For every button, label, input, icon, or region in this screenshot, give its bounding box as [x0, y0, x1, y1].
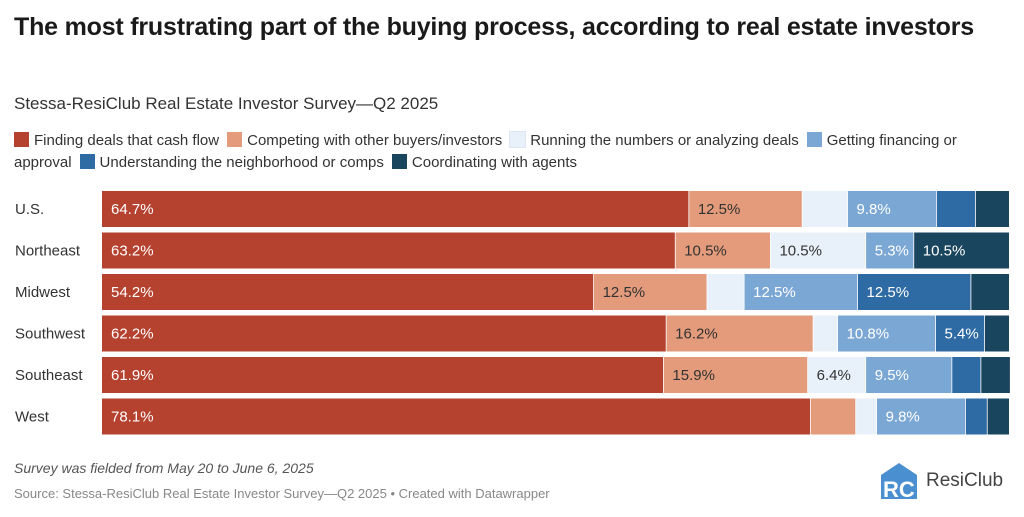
- category-label: Southeast: [15, 367, 83, 384]
- logo-text: ResiClub: [926, 470, 1004, 491]
- bar-segment: [102, 191, 689, 227]
- bar-segment: [810, 398, 856, 435]
- bar-segment: [913, 232, 1009, 269]
- bar-segment: [984, 315, 1009, 352]
- legend-item: Coordinating with agents: [391, 154, 578, 171]
- bar-segment: [970, 274, 1009, 310]
- bar-segment: [102, 274, 594, 310]
- legend: Finding deals that cash flow Competing wi…: [14, 130, 1014, 174]
- legend-item: Finding deals that cash flow: [14, 132, 219, 149]
- legend-label: Finding deals that cash flow: [34, 132, 220, 149]
- data-label: 5.3%: [875, 243, 909, 260]
- legend-item: Running the numbers or analyzing deals: [509, 131, 799, 149]
- bar-segment: [813, 315, 838, 352]
- category-label: Midwest: [15, 284, 71, 301]
- data-label: 12.5%: [867, 284, 910, 301]
- data-label: 12.5%: [753, 284, 796, 301]
- footnote: Survey was fielded from May 20 to June 6…: [14, 460, 314, 476]
- data-label: 78.1%: [111, 409, 154, 426]
- svg-text:RC: RC: [883, 477, 915, 500]
- bar-segment: [847, 191, 937, 227]
- legend-swatch: [391, 154, 407, 169]
- data-label: 16.2%: [675, 326, 718, 343]
- bar-segment: [706, 274, 745, 310]
- bar-segment: [865, 232, 914, 269]
- category-label: Northeast: [15, 243, 81, 260]
- bar-segment: [837, 315, 936, 352]
- legend-swatch: [509, 131, 527, 148]
- bar-segment: [876, 398, 966, 435]
- data-label: 10.5%: [684, 243, 727, 260]
- data-label: 61.9%: [111, 367, 154, 384]
- legend-swatch: [14, 132, 29, 147]
- bar-segment: [593, 274, 707, 310]
- bar-segment: [688, 191, 803, 227]
- data-label: 10.8%: [847, 326, 890, 343]
- bar-segment: [980, 357, 1010, 393]
- data-label: 62.2%: [111, 326, 154, 343]
- data-label: 6.4%: [817, 367, 851, 384]
- bar-segment: [935, 315, 985, 352]
- bar-segment: [102, 398, 811, 435]
- data-label: 10.5%: [779, 243, 822, 260]
- legend-item: Competing with other buyers/investors: [227, 132, 502, 149]
- resiclub-logo: RC ResiClub: [880, 462, 1003, 500]
- bar-segment: [965, 398, 988, 435]
- bar-segment: [855, 398, 877, 435]
- category-label: U.S.: [15, 201, 44, 218]
- bar-segment: [744, 274, 858, 310]
- data-label: 63.2%: [111, 243, 154, 260]
- legend-item: Getting financing or approval: [14, 132, 957, 171]
- category-label: Southwest: [15, 326, 86, 343]
- bar-segment: [663, 357, 808, 393]
- bar-segment: [102, 232, 676, 269]
- resiclub-logo-icon: RC: [881, 463, 917, 500]
- data-label: 12.5%: [698, 201, 741, 218]
- legend-label: Running the numbers or analyzing deals: [530, 132, 799, 149]
- data-label: 10.5%: [923, 243, 966, 260]
- legend-label: Coordinating with agents: [411, 154, 578, 171]
- data-label: 9.8%: [857, 201, 891, 218]
- data-label: 12.5%: [603, 284, 646, 301]
- bar-segment: [802, 191, 848, 227]
- legend-label: Competing with other buyers/investors: [247, 132, 503, 149]
- bar-segment: [865, 357, 952, 393]
- bar-segment: [770, 232, 866, 269]
- bar-segment: [951, 357, 981, 393]
- source-note: Source: Stessa-ResiClub Real Estate Inve…: [14, 486, 550, 501]
- category-label: West: [15, 409, 50, 426]
- legend-item: Understanding the neighborhood or comps: [79, 154, 384, 171]
- chart-subtitle: Stessa-ResiClub Real Estate Investor Sur…: [14, 94, 439, 113]
- legend-label: Getting financing or approval: [14, 132, 957, 171]
- bar-segment: [666, 315, 814, 352]
- bar-segment: [807, 357, 866, 393]
- bar-segment: [987, 398, 1009, 435]
- stacked-bar-chart: U.S. 64.7% 12.5% 9.8% Northeast 63.2% 10.5% 10.…: [15, 191, 1010, 435]
- data-label: 64.7%: [111, 201, 154, 218]
- data-label: 15.9%: [672, 367, 715, 384]
- legend-swatch: [806, 132, 822, 147]
- chart-title: The most frustrating part of the buying …: [14, 13, 974, 41]
- bar-segment: [102, 315, 667, 352]
- legend-swatch: [227, 132, 243, 147]
- data-label: 5.4%: [945, 326, 979, 343]
- bar-segment: [857, 274, 971, 310]
- bar-segment: [975, 191, 1009, 227]
- data-label: 9.8%: [886, 409, 920, 426]
- legend-swatch: [79, 154, 95, 169]
- bar-segment: [102, 357, 664, 393]
- data-label: 54.2%: [111, 284, 154, 301]
- bar-segment: [675, 232, 771, 269]
- bar-segment: [936, 191, 976, 227]
- legend-label: Understanding the neighborhood or comps: [99, 154, 384, 171]
- data-label: 9.5%: [875, 367, 909, 384]
